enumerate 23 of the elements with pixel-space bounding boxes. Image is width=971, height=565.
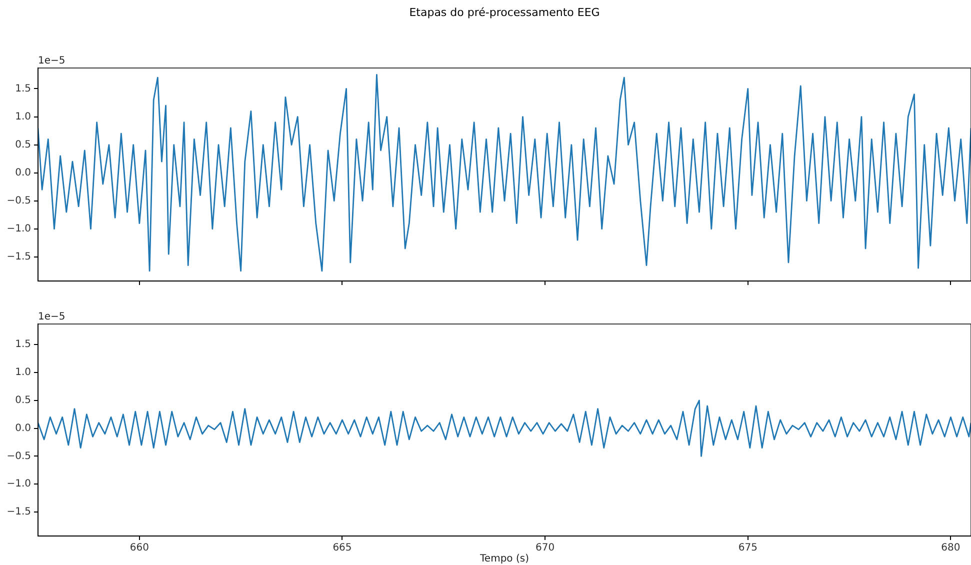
x-tick-label: 680 [941,542,960,554]
y-tick-label: −0.5 [6,195,31,206]
y-tick-label: −1.0 [6,223,31,234]
y-tick-label: 1.0 [15,111,31,122]
y-tick-label: −1.0 [6,478,31,490]
y-tick-label: 0.0 [15,422,31,434]
y-tick-label: 1.0 [15,367,31,378]
y-tick-label: 0.0 [15,167,31,178]
y-tick-label: 0.5 [15,395,31,406]
x-tick-label: 675 [738,542,758,554]
x-tick-label: 670 [536,542,555,554]
chart-title: Etapas do pré-processamento EEG [408,6,601,19]
text: 1e−5 [38,312,66,323]
x-axis-title: Tempo (s) [479,554,530,565]
y-tick-label: −1.5 [6,251,31,262]
y-tick-label: −1.5 [6,506,31,518]
y-tick-label: 1.5 [15,83,31,94]
x-tick-label: 665 [332,542,352,554]
y-tick-label: 0.5 [15,139,31,150]
y-tick-label: 1.5 [15,339,31,350]
x-tick-label: 660 [130,542,149,554]
y-tick-label: −0.5 [6,450,31,462]
text: 1e−5 [38,56,66,67]
